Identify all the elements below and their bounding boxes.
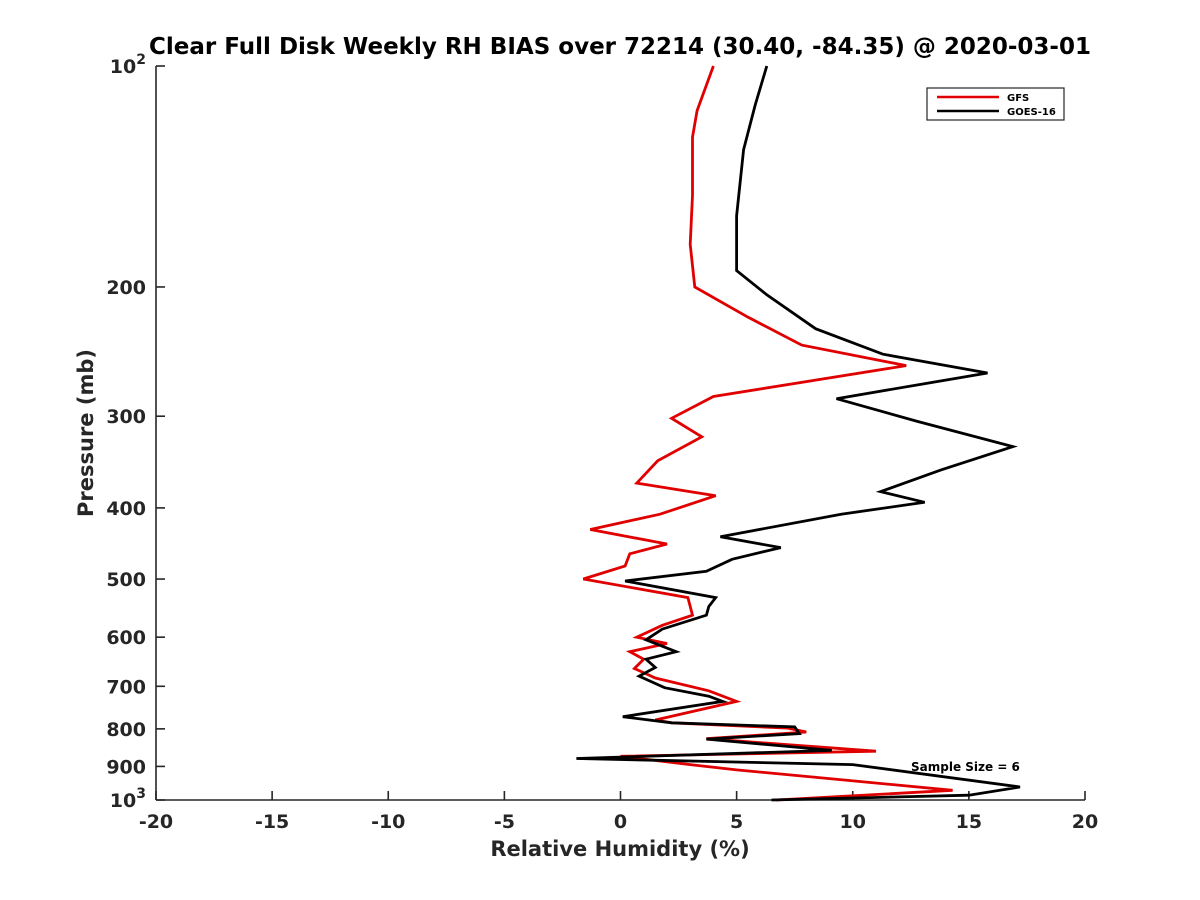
x-axis-label: Relative Humidity (%): [490, 837, 749, 861]
y-tick-label: 500: [106, 569, 146, 591]
x-tick-label: 0: [614, 811, 627, 833]
x-tick-label: 5: [730, 811, 743, 833]
y-tick-label: 900: [106, 756, 146, 778]
y-tick-label: 103: [110, 786, 146, 812]
x-tick-label: -20: [139, 811, 173, 833]
y-ticks: 102 200 300 400 500 600 700 800 900 103: [106, 52, 165, 812]
legend-box: [926, 87, 1065, 121]
chart-title: Clear Full Disk Weekly RH BIAS over 7221…: [149, 34, 1091, 60]
x-tick-label: -10: [371, 811, 405, 833]
y-tick-label: 200: [106, 277, 146, 299]
y-tick-label: 102: [110, 52, 146, 78]
y-axis-label: Pressure (mb): [74, 349, 98, 517]
x-tick-label: -15: [255, 811, 289, 833]
series-line-gfs: [582, 65, 953, 802]
legend-label-goes16: GOES-16: [1007, 107, 1056, 118]
x-tick-label: 10: [840, 811, 866, 833]
y-tick-label: 800: [106, 719, 146, 741]
series-lines: [576, 65, 1021, 802]
x-tick-label: 20: [1072, 811, 1098, 833]
plot-area: -20 -15 -10 -5 0 5 10 15 20 102 200 300 400 500 600 70…: [106, 52, 1098, 833]
legend: GFS GOES-16: [926, 87, 1065, 121]
x-ticks: -20 -15 -10 -5 0 5 10 15 20: [139, 791, 1098, 833]
sample-size-annotation: Sample Size = 6: [911, 760, 1020, 774]
y-tick-label: 300: [106, 406, 146, 428]
x-tick-label: 15: [956, 811, 982, 833]
x-tick-label: -5: [494, 811, 515, 833]
legend-label-gfs: GFS: [1007, 93, 1029, 104]
y-tick-label: 600: [106, 627, 146, 649]
series-line-goes16: [576, 65, 1021, 802]
y-tick-label: 700: [106, 676, 146, 698]
y-tick-label: 400: [106, 498, 146, 520]
